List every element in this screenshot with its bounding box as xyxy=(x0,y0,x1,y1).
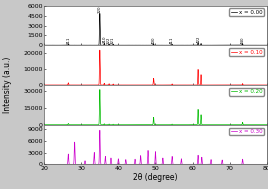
Text: 400: 400 xyxy=(152,36,156,44)
Text: 222: 222 xyxy=(107,36,111,44)
Legend: x = 0.00: x = 0.00 xyxy=(229,9,264,16)
Legend: x = 0.30: x = 0.30 xyxy=(229,128,264,135)
Legend: x = 0.20: x = 0.20 xyxy=(229,88,264,96)
Legend: x = 0.10: x = 0.10 xyxy=(229,48,264,56)
Text: 310: 310 xyxy=(102,36,106,43)
Text: 440: 440 xyxy=(241,36,245,44)
Text: Intensity (a.u.): Intensity (a.u.) xyxy=(3,57,12,113)
Text: 422: 422 xyxy=(197,35,201,43)
Text: 411: 411 xyxy=(170,36,174,44)
Text: 321: 321 xyxy=(111,36,115,44)
Text: 211: 211 xyxy=(66,36,70,44)
X-axis label: 2θ (degree): 2θ (degree) xyxy=(133,173,178,182)
Text: 220: 220 xyxy=(98,6,102,13)
